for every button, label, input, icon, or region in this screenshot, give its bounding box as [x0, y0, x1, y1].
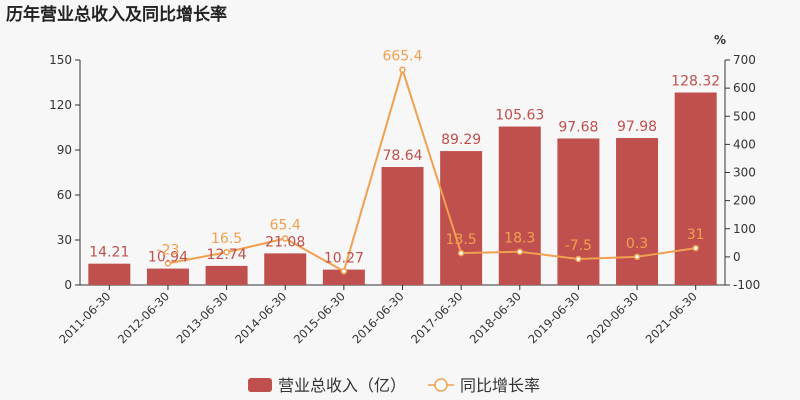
- right-tick-label: 400: [733, 137, 756, 151]
- revenue-data-label: 12.74: [207, 247, 247, 263]
- growth-point: [399, 66, 406, 73]
- growth-point: [575, 255, 582, 263]
- growth-data-label: 16.5: [211, 231, 242, 247]
- x-tick-label: 2019-06-30: [525, 289, 582, 346]
- x-tick-label: 2017-06-30: [408, 289, 465, 346]
- revenue-bar: [674, 92, 717, 286]
- left-tick-label: 60: [57, 188, 72, 202]
- right-tick-label: 0: [733, 250, 741, 264]
- x-tick-label: 2013-06-30: [174, 289, 231, 346]
- growth-point: [516, 248, 524, 255]
- growth-data-label: 13.5: [446, 232, 477, 248]
- revenue-data-label: 97.98: [617, 119, 657, 135]
- revenue-data-label: 105.63: [495, 108, 544, 124]
- right-axis-unit: %: [714, 33, 726, 47]
- revenue-data-label: 128.32: [671, 74, 720, 90]
- growth-point: [340, 268, 348, 275]
- growth-data-label: 665.4: [382, 49, 422, 65]
- growth-data-label: 31: [687, 227, 705, 243]
- growth-point: [692, 244, 699, 252]
- growth-point: [223, 248, 230, 256]
- revenue-bar: [616, 138, 659, 285]
- x-tick-label: 2021-06-30: [643, 289, 700, 346]
- left-tick-label: 30: [57, 233, 72, 247]
- right-tick-label: 600: [733, 81, 756, 95]
- revenue-data-label: 10.27: [324, 251, 364, 267]
- growth-line-series: [164, 66, 699, 275]
- x-tick-label: 2016-06-30: [349, 289, 406, 346]
- x-tick-label: 2018-06-30: [467, 289, 524, 346]
- revenue-bar: [264, 253, 307, 285]
- legend-label: 营业总收入（亿）: [278, 376, 406, 395]
- legend-label: 同比增长率: [460, 376, 540, 395]
- revenue-data-label: 14.21: [89, 245, 129, 261]
- growth-point: [457, 249, 465, 257]
- right-tick-label: 100: [733, 222, 756, 236]
- left-tick-label: 0: [64, 278, 72, 292]
- x-tick-label: 2011-06-30: [56, 289, 113, 346]
- right-tick-label: 300: [733, 166, 756, 180]
- right-tick-label: 700: [733, 53, 756, 67]
- revenue-bar: [205, 265, 248, 285]
- growth-point: [633, 253, 641, 261]
- x-tick-label: 2015-06-30: [291, 289, 348, 346]
- revenue-data-label: 21.08: [265, 234, 305, 250]
- chart-title: 历年营业总收入及同比增长率: [6, 4, 227, 25]
- revenue-data-label: 78.64: [382, 148, 422, 164]
- right-tick-label: -100: [733, 278, 760, 292]
- x-tick-label: 2020-06-30: [584, 289, 641, 346]
- revenue-bar: [557, 138, 600, 285]
- legend-swatch-circle: [434, 378, 448, 392]
- revenue-data-label: 97.68: [558, 119, 598, 135]
- growth-data-label: 65.4: [270, 217, 301, 233]
- revenue-bar: [88, 263, 131, 285]
- growth-point: [164, 260, 172, 267]
- revenue-data-label: 10.94: [148, 250, 188, 266]
- bars: [88, 92, 717, 286]
- data-labels: 14.21 10.94 12.74 21.08 10.27 78.64 89.29 105.6…: [89, 49, 720, 267]
- revenue-bar: [440, 151, 483, 285]
- right-tick-label: 200: [733, 194, 756, 208]
- growth-point: [281, 235, 289, 242]
- revenue-bar: [381, 167, 424, 285]
- revenue-bar: [322, 269, 365, 285]
- growth-data-label: 18.3: [504, 231, 535, 247]
- revenue-data-label: 89.29: [441, 132, 481, 148]
- revenue-bar: [498, 126, 541, 286]
- growth-line: [167, 66, 696, 273]
- growth-data-label: -7.5: [565, 238, 592, 254]
- growth-data-label: 0.3: [626, 236, 648, 252]
- right-tick-label: 500: [733, 109, 756, 123]
- growth-data-label: -23: [157, 242, 180, 258]
- left-tick-label: 90: [57, 143, 72, 157]
- x-tick-label: 2012-06-30: [115, 289, 172, 346]
- left-tick-label: 120: [49, 98, 72, 112]
- x-tick-label: 2014-06-30: [232, 289, 289, 346]
- legend[interactable]: 营业总收入（亿） 同比增长率: [248, 376, 540, 395]
- legend-item-revenue[interactable]: 营业总收入（亿）: [248, 376, 406, 395]
- left-tick-label: 150: [49, 53, 72, 67]
- revenue-bar: [146, 268, 189, 285]
- legend-item-growth[interactable]: 同比增长率: [428, 376, 540, 395]
- legend-swatch-rect: [248, 378, 272, 392]
